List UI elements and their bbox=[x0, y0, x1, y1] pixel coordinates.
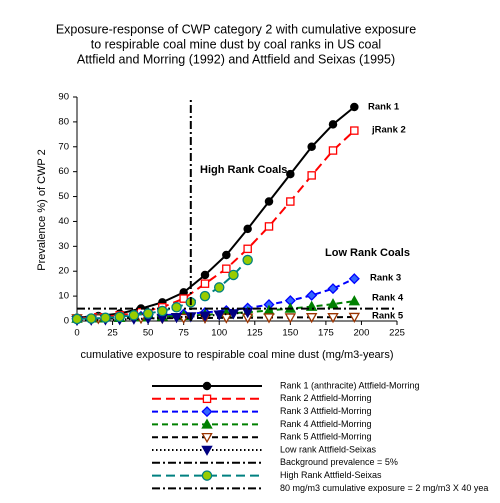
marker bbox=[213, 310, 225, 321]
marker bbox=[348, 312, 361, 323]
legend-label: Rank 3 Attfield-Morring bbox=[280, 406, 372, 416]
marker bbox=[201, 432, 213, 444]
chart-title: Attfield and Morring (1992) and Attfield… bbox=[77, 52, 395, 66]
marker bbox=[307, 171, 316, 180]
annotation: High Rank Coals bbox=[200, 164, 287, 176]
y-tick-label: 10 bbox=[58, 291, 69, 302]
marker bbox=[222, 264, 231, 273]
marker bbox=[348, 273, 360, 285]
marker bbox=[85, 313, 97, 324]
marker bbox=[243, 244, 252, 254]
annotation: Low Rank Coals bbox=[325, 247, 410, 259]
legend-label: Rank 4 Attfield-Morring bbox=[280, 419, 372, 429]
x-tick-label: 100 bbox=[211, 328, 227, 339]
annotation: Rank 5 bbox=[372, 311, 404, 322]
marker bbox=[228, 269, 239, 281]
marker bbox=[328, 120, 338, 129]
marker bbox=[128, 310, 140, 321]
marker bbox=[350, 102, 359, 112]
x-tick-label: 200 bbox=[354, 328, 370, 339]
y-tick-label: 70 bbox=[58, 141, 69, 152]
marker bbox=[328, 146, 338, 155]
marker bbox=[142, 308, 154, 319]
legend-label: Rank 2 Attfield-Morring bbox=[280, 393, 372, 403]
legend-label: Background prevalence = 5% bbox=[280, 457, 398, 467]
marker bbox=[305, 313, 318, 324]
chart-title: Exposure-response of CWP category 2 with… bbox=[56, 22, 416, 36]
marker bbox=[199, 290, 211, 302]
annotation: Rank 3 bbox=[370, 273, 401, 284]
series-line bbox=[76, 300, 355, 320]
x-tick-label: 25 bbox=[107, 328, 118, 339]
marker bbox=[222, 250, 231, 260]
marker bbox=[286, 197, 295, 206]
marker bbox=[201, 445, 213, 456]
legend-label: 80 mg/m3 cumulative exposure = 2 mg/m3 X… bbox=[280, 483, 488, 493]
y-tick-label: 30 bbox=[58, 241, 69, 252]
y-tick-label: 80 bbox=[58, 116, 69, 127]
legend-label: Rank 1 (anthracite) Attfield-Morring bbox=[280, 380, 420, 390]
series-line bbox=[77, 316, 355, 320]
marker bbox=[263, 313, 275, 324]
y-tick-label: 60 bbox=[58, 166, 69, 177]
y-tick-label: 20 bbox=[58, 266, 69, 277]
chart-title: to respirable coal mine dust by coal ran… bbox=[91, 37, 381, 51]
marker bbox=[243, 224, 252, 234]
marker bbox=[114, 311, 125, 323]
marker bbox=[202, 381, 212, 391]
annotation: jRank 2 bbox=[371, 125, 406, 136]
y-tick-label: 50 bbox=[58, 191, 69, 202]
marker bbox=[242, 254, 253, 266]
marker bbox=[306, 289, 318, 301]
marker bbox=[201, 406, 213, 418]
marker bbox=[327, 313, 339, 324]
marker bbox=[348, 295, 361, 306]
legend-label: High Rank Attfield-Seixas bbox=[280, 470, 382, 480]
marker bbox=[213, 282, 225, 293]
x-tick-label: 50 bbox=[143, 328, 154, 339]
marker bbox=[71, 313, 83, 325]
x-tick-label: 175 bbox=[318, 328, 334, 339]
x-tick-label: 150 bbox=[282, 328, 298, 339]
marker bbox=[171, 302, 182, 313]
legend-label: Low rank Attfield-Seixas bbox=[280, 444, 377, 454]
marker bbox=[200, 279, 210, 288]
marker bbox=[264, 222, 274, 231]
annotation: Rank 1 bbox=[368, 102, 400, 113]
y-tick-label: 40 bbox=[58, 216, 69, 227]
marker bbox=[199, 311, 211, 322]
marker bbox=[100, 312, 111, 324]
x-tick-label: 125 bbox=[247, 328, 263, 339]
x-tick-label: 75 bbox=[178, 328, 189, 339]
marker bbox=[170, 313, 183, 324]
y-tick-label: 90 bbox=[58, 92, 69, 103]
marker bbox=[202, 394, 212, 404]
legend-label: Rank 5 Attfield-Morring bbox=[280, 432, 372, 442]
marker bbox=[241, 308, 254, 319]
marker bbox=[286, 169, 295, 179]
marker bbox=[200, 270, 210, 280]
annotation: Rank 4 bbox=[372, 293, 404, 304]
marker bbox=[307, 142, 316, 152]
marker bbox=[327, 283, 339, 295]
y-axis-label: Prevalence %) of CWP 2 bbox=[36, 149, 48, 270]
marker bbox=[201, 470, 213, 481]
marker bbox=[227, 309, 240, 320]
marker bbox=[157, 305, 168, 317]
x-tick-label: 225 bbox=[389, 328, 405, 339]
marker bbox=[350, 126, 359, 135]
y-tick-label: 0 bbox=[64, 316, 69, 327]
marker bbox=[284, 313, 297, 324]
marker bbox=[264, 197, 274, 206]
x-axis-label: cumulative exposure to respirable coal m… bbox=[80, 349, 393, 361]
marker bbox=[201, 418, 213, 429]
x-tick-label: 0 bbox=[74, 328, 79, 339]
